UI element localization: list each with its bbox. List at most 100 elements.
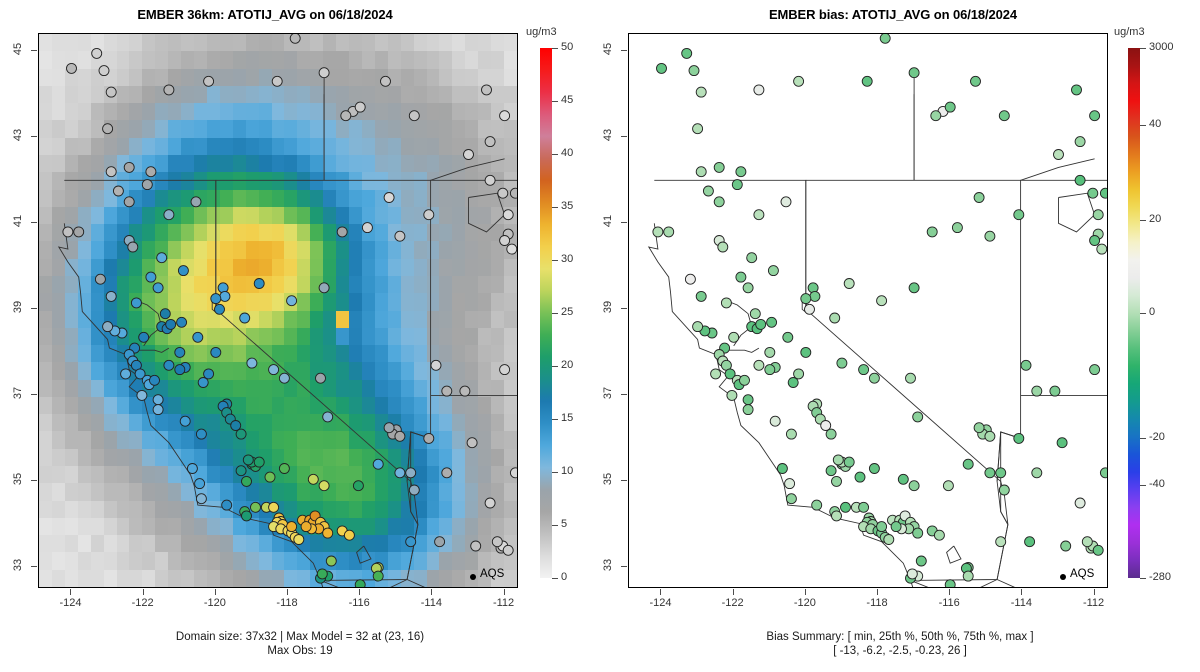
raster-cell: [64, 154, 78, 173]
raster-cell: [103, 552, 117, 570]
raster-cell: [77, 137, 91, 155]
colorbar-tick: [1140, 220, 1146, 222]
raster-cell: [90, 345, 104, 363]
raster-cell: [439, 224, 453, 242]
raster-cell: [90, 172, 104, 190]
raster-cell: [297, 362, 311, 380]
right-bias-observation-points[interactable]: [629, 34, 1108, 588]
raster-cell: [465, 275, 479, 294]
x-axis-tick-label: -112: [492, 597, 515, 609]
raster-cell: [90, 379, 104, 397]
raster-cell: [452, 275, 466, 294]
right-plot-area[interactable]: AQS: [628, 33, 1108, 588]
raster-cell: [245, 483, 259, 501]
right-aqs-legend-label: AQS: [1070, 568, 1095, 580]
raster-cell: [361, 448, 375, 467]
raster-cell: [142, 345, 156, 363]
raster-cell: [478, 552, 492, 570]
raster-cell: [103, 535, 117, 553]
raster-cell: [439, 103, 453, 121]
raster-cell: [103, 189, 117, 207]
raster-cell: [426, 68, 440, 86]
raster-cell: [232, 120, 246, 138]
raster-cell: [116, 414, 130, 432]
raster-cell: [142, 51, 156, 69]
raster-cell: [258, 379, 272, 397]
raster-cell: [271, 172, 285, 190]
raster-cell: [90, 206, 104, 225]
left-plot-area[interactable]: AQS: [38, 33, 518, 588]
raster-cell: [271, 552, 285, 570]
raster-cell: [142, 34, 156, 52]
raster-cell: [142, 293, 156, 311]
raster-cell: [323, 258, 337, 276]
raster-cell: [51, 85, 65, 104]
raster-cell: [51, 241, 65, 259]
raster-cell: [77, 448, 91, 467]
raster-cell: [271, 396, 285, 415]
raster-cell: [181, 34, 195, 52]
raster-cell: [103, 362, 117, 380]
y-axis-tick-label: 35: [12, 473, 24, 486]
raster-cell: [129, 120, 143, 138]
raster-cell: [452, 414, 466, 432]
raster-cell: [310, 414, 324, 432]
raster-cell: [168, 569, 182, 587]
raster-cell: [361, 310, 375, 328]
raster-cell: [284, 345, 298, 363]
raster-cell: [284, 68, 298, 86]
raster-cell: [336, 552, 350, 570]
raster-cell: [465, 362, 479, 380]
x-axis-tick: [1021, 589, 1023, 595]
raster-cell: [219, 535, 233, 553]
raster-cell: [323, 34, 337, 52]
raster-cell: [491, 448, 505, 467]
raster-cell: [271, 327, 285, 346]
raster-cell: [39, 310, 52, 328]
raster-cell: [194, 241, 207, 259]
raster-cell: [361, 34, 375, 52]
raster-cell: [194, 137, 207, 155]
raster-cell: [181, 51, 195, 69]
raster-cell: [426, 396, 440, 415]
raster-cell: [297, 293, 311, 311]
raster-cell: [478, 327, 492, 346]
raster-cell: [478, 103, 492, 121]
raster-cell: [64, 275, 78, 294]
raster-cell: [64, 569, 78, 587]
raster-cell: [439, 189, 453, 207]
raster-cell: [155, 466, 169, 484]
raster-cell: [77, 275, 91, 294]
colorbar-tick: [552, 154, 558, 155]
raster-cell: [349, 189, 362, 207]
raster-cell: [284, 500, 298, 518]
raster-cell: [284, 103, 298, 121]
raster-cell: [336, 154, 350, 173]
raster-cell: [51, 414, 65, 432]
raster-cell: [400, 275, 414, 294]
raster-cell: [336, 137, 350, 155]
left-aqs-observation-points[interactable]: [39, 34, 518, 588]
raster-cell: [90, 120, 104, 138]
raster-cell: [77, 517, 91, 536]
raster-cell: [387, 345, 401, 363]
raster-cell: [271, 275, 285, 294]
raster-cell: [64, 103, 78, 121]
raster-cell: [271, 85, 285, 104]
raster-cell: [491, 483, 505, 501]
raster-cell: [374, 172, 388, 190]
raster-cell: [426, 34, 440, 52]
raster-cell: [129, 396, 143, 415]
raster-cell: [310, 85, 324, 104]
raster-cell: [452, 34, 466, 52]
raster-cell: [90, 483, 104, 501]
x-axis-tick-label: -124: [649, 597, 672, 609]
raster-cell: [426, 154, 440, 173]
raster-cell: [387, 85, 401, 104]
raster-cell: [400, 517, 414, 536]
raster-cell: [284, 51, 298, 69]
raster-cell: [194, 552, 207, 570]
raster-cell: [77, 569, 91, 587]
raster-cell: [39, 500, 52, 518]
raster-cell: [336, 483, 350, 501]
